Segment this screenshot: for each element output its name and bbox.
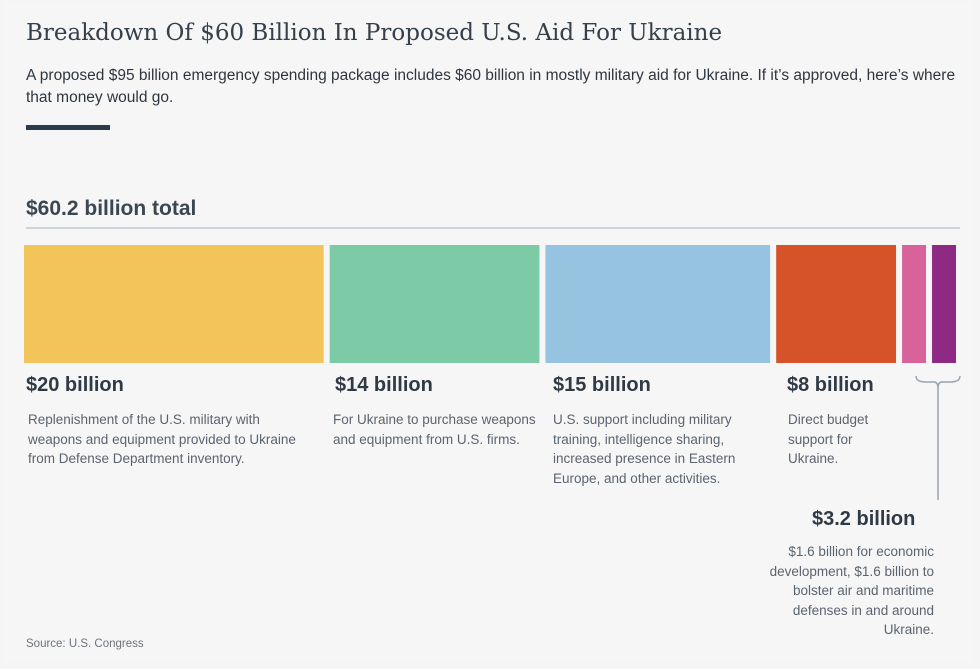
amount-label-1: $20 billion (26, 374, 124, 396)
chart-subtitle: A proposed $95 billion emergency spendin… (26, 67, 956, 106)
description-4: Direct budget support for Ukraine. (788, 412, 869, 466)
title-accent-rule (26, 125, 110, 130)
chart-title: Breakdown Of $60 Billion In Proposed U.S… (26, 20, 723, 46)
bar-segment-5 (902, 245, 927, 363)
chart-card: Breakdown Of $60 Billion In Proposed U.S… (4, 2, 972, 662)
bar-segment-6 (932, 245, 956, 363)
description-5: $1.6 billion for economic development, $… (769, 544, 934, 637)
small-bars-bracket (915, 375, 961, 500)
bar-segment-2 (329, 245, 540, 363)
amount-label-5: $3.2 billion (812, 508, 916, 530)
amount-label-3: $15 billion (553, 374, 651, 396)
bar-segment-4 (776, 245, 897, 363)
amount-label-4: $8 billion (787, 374, 874, 396)
source-note: Source: U.S. Congress (26, 638, 144, 650)
description-3: U.S. support including military training… (553, 412, 736, 486)
stacked-bar-chart (24, 245, 956, 363)
bar-segment-1 (24, 245, 324, 363)
description-2: For Ukraine to purchase weapons and equi… (333, 412, 536, 447)
description-1: Replenishment of the U.S. military with … (28, 412, 296, 466)
total-divider (26, 227, 960, 229)
amount-label-2: $14 billion (335, 374, 433, 396)
total-label: $60.2 billion total (26, 197, 197, 220)
bar-segment-3 (545, 245, 771, 363)
